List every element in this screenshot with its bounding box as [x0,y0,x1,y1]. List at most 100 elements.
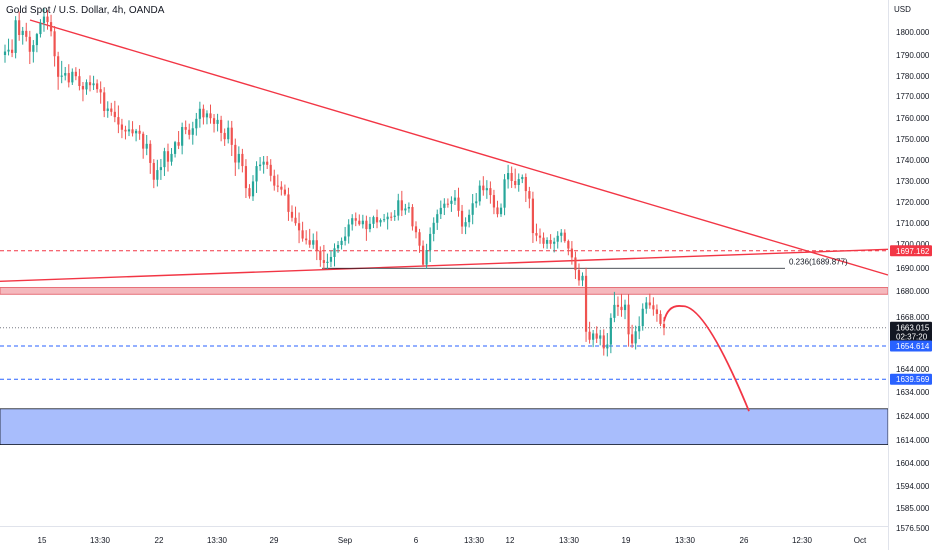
candle-body [439,207,442,215]
candle-body [549,240,552,244]
candle-body [354,218,357,221]
candle-body [35,34,38,46]
y-tick-label: 1710.000 [896,219,930,228]
candle-body [117,117,120,125]
currency-label[interactable]: USD [894,5,911,14]
x-tick-label: 13:30 [464,536,485,545]
candle-body [149,143,152,163]
fib-0236-label: 0.236(1689.877) [789,257,848,266]
y-tick-label: 1634.000 [896,388,930,397]
y-tick-label: 1624.000 [896,412,930,421]
candle-body [404,208,407,211]
candle-body [662,323,666,328]
candle-body [60,75,63,77]
candle-body [638,326,641,332]
candle-body [336,244,340,249]
candle-body [198,108,201,119]
x-tick-label: 15 [38,536,47,545]
candle-body [365,220,368,230]
chart-title: Gold Spot / U.S. Dollar, 4h, OANDA [6,5,165,16]
descending-trendline [29,19,889,276]
y-tick-label: 1740.000 [896,156,930,165]
candle-body [322,260,325,263]
y-tick-label: 1585.000 [896,504,930,513]
candle-body [21,30,24,35]
x-tick-label: Oct [854,536,867,545]
y-tick-label: 1780.000 [896,72,930,81]
candle-body [464,222,467,227]
candle-body [499,207,503,215]
candle-body [418,232,421,246]
y-tick-label: 1770.000 [896,92,930,101]
y-tick-label: 1680.000 [896,287,930,296]
x-tick-label: 26 [740,536,749,545]
candle-body [46,16,49,23]
candle-body [163,151,166,168]
candle-body [602,335,605,349]
candle-body [276,185,279,187]
candle-body [266,161,269,165]
candle-body [347,224,350,237]
candle-body [379,220,382,223]
y-tick-label: 1800.000 [896,28,930,37]
candle-body [460,210,464,227]
y-tick-label: 1750.000 [896,135,930,144]
candle-body [645,302,648,309]
candle-body [166,151,170,162]
candle-body [103,92,106,111]
candle-body [425,250,428,265]
candle-body [606,344,609,349]
candle-body [375,217,379,223]
candle-body [81,86,85,90]
candle-body [393,215,396,217]
x-tick-label: Sep [338,536,353,545]
candle-body [237,153,240,163]
candle-body [230,127,233,145]
candle-body [446,203,449,205]
candle-body [588,331,591,340]
candle-body [262,161,265,165]
price-badge-text: 1654.614 [896,342,930,351]
candle-body [372,217,375,224]
candle-body [18,20,21,35]
y-tick-label: 1720.000 [896,198,930,207]
candle-body [159,167,162,171]
candle-body [248,188,251,197]
candle-body [64,73,67,76]
candle-body [609,317,612,345]
price-badge-text: 1663.015 [896,323,930,332]
x-tick-label: 22 [155,536,164,545]
projection-path [663,305,750,412]
candle-body [333,248,336,257]
candle-body [170,153,173,162]
price-badge [890,245,932,257]
candle-body [344,236,347,241]
candle-body [53,31,56,57]
price-badge-text: 1697.162 [896,247,930,256]
candle-body [613,304,616,318]
support-zone [0,408,889,445]
candle-body [478,185,481,202]
candle-body [71,71,74,83]
x-tick-label: 29 [270,536,279,545]
candle-body [584,275,588,332]
candle-body [577,270,581,281]
candle-body [106,108,109,111]
candle-body [39,23,42,35]
candle-body [195,118,198,129]
candle-body [528,191,531,199]
candle-body [280,186,283,190]
candle-body [315,240,318,251]
candle-body [652,305,655,310]
candle-body [227,127,230,140]
candle-body [390,216,393,218]
x-tick-label: 6 [414,536,419,545]
candle-body [131,129,134,134]
candle-body [234,144,237,163]
x-tick-label: 13:30 [675,536,696,545]
y-tick-label: 1668.000 [896,313,930,322]
candle-body [450,200,453,204]
candle-body [574,257,577,271]
candle-body [641,308,644,327]
